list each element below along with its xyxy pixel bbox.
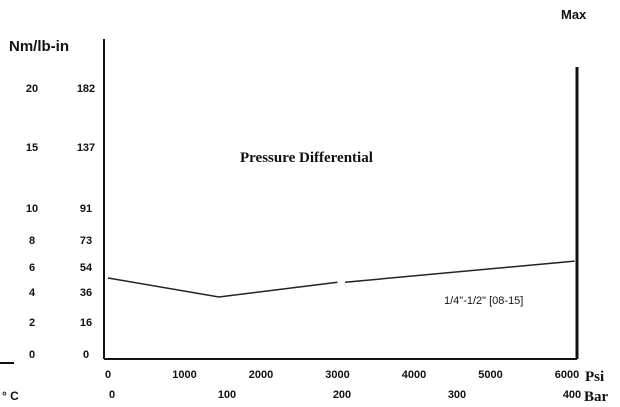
bar-tick-0: 0 — [109, 389, 115, 401]
y-ticks-lbin: 0 16 36 54 73 91 137 182 — [77, 83, 95, 361]
bar-tick-labels: 0 100 200 300 400 — [109, 389, 581, 401]
y-tick-nm-6: 6 — [29, 262, 35, 274]
y-tick-nm-4: 4 — [29, 287, 36, 299]
y-tick-nm-20: 20 — [26, 83, 38, 95]
y-tick-nm-0: 0 — [29, 349, 35, 361]
bar-unit-label: Bar — [584, 389, 609, 405]
y-tick-nm-2: 2 — [29, 317, 35, 329]
y-axis-unit-label: Nm/lb-in — [9, 38, 69, 55]
chart-title: Pressure Differential — [240, 150, 373, 166]
bar-tick-400: 400 — [563, 389, 581, 401]
max-label: Max — [561, 7, 587, 22]
psi-tick-1000: 1000 — [172, 369, 196, 381]
y-tick-lbin-0: 0 — [83, 349, 89, 361]
y-tick-lbin-73: 73 — [80, 235, 92, 247]
y-tick-lbin-91: 91 — [80, 203, 92, 215]
series-group — [107, 260, 575, 298]
psi-tick-labels: 0 1000 2000 3000 4000 5000 6000 — [105, 369, 579, 381]
y-tick-lbin-16: 16 — [80, 317, 92, 329]
psi-tick-6000: 6000 — [555, 369, 579, 381]
psi-unit-label: Psi — [585, 369, 604, 385]
bar-tick-300: 300 — [448, 389, 466, 401]
y-ticks-nm: 0 2 4 6 8 10 15 20 — [26, 83, 38, 361]
psi-tick-0: 0 — [105, 369, 111, 381]
y-tick-lbin-54: 54 — [80, 262, 93, 274]
y-tick-lbin-36: 36 — [80, 287, 92, 299]
y-tick-nm-8: 8 — [29, 235, 35, 247]
series-line-right — [345, 260, 575, 283]
temp-unit-label: ° C — [2, 389, 19, 403]
bar-tick-100: 100 — [218, 389, 236, 401]
y-tick-nm-10: 10 — [26, 203, 38, 215]
series-line-left — [107, 277, 338, 298]
bar-tick-200: 200 — [333, 389, 351, 401]
psi-tick-4000: 4000 — [402, 369, 426, 381]
psi-tick-2000: 2000 — [249, 369, 273, 381]
psi-tick-5000: 5000 — [478, 369, 502, 381]
psi-tick-3000: 3000 — [325, 369, 349, 381]
series-label: 1/4"-1/2" [08-15] — [444, 295, 523, 307]
y-tick-lbin-182: 182 — [77, 83, 95, 95]
y-tick-lbin-137: 137 — [77, 142, 95, 154]
y-tick-nm-15: 15 — [26, 142, 38, 154]
